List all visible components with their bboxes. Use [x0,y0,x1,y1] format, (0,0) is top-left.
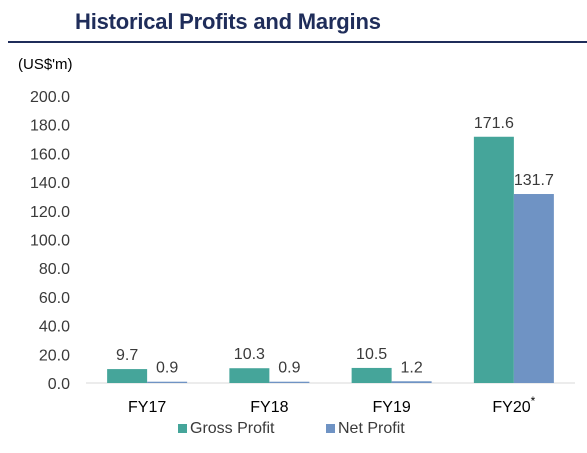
y-tick-label: 20.0 [39,347,70,364]
net-profit-data-label: 131.7 [514,172,554,189]
y-tick-label: 40.0 [39,319,70,336]
gross-profit-bar-fy18 [229,368,270,383]
net-profit-data-label: 1.2 [401,359,423,376]
y-tick-label: 60.0 [39,290,70,307]
gross-profit-data-label: 10.3 [234,346,265,363]
legend-label-gross-profit: Gross Profit [190,420,275,437]
gross-profit-bar-fy17 [107,369,148,383]
net-profit-bar-fy17 [147,381,188,383]
legend-swatch-net-profit [326,424,335,433]
legend-swatch-gross-profit [178,424,187,433]
x-category-label: FY17 [128,399,166,416]
y-tick-label: 160.0 [30,146,70,163]
gross-profit-data-label: 171.6 [474,115,514,132]
gross-profit-data-label: 9.7 [116,347,138,364]
y-axis-unit-label: (US$'m) [18,56,73,73]
net-profit-data-label: 0.9 [278,360,300,377]
x-category-label: FY20* [492,394,535,416]
y-tick-label: 120.0 [30,204,70,221]
y-tick-label: 100.0 [30,233,70,250]
net-profit-bar-fy19 [391,381,432,383]
gross-profit-bar-fy20 [473,136,514,383]
x-category-label: FY18 [250,399,288,416]
title-underline [8,41,587,43]
gross-profit-bar-fy19 [351,367,392,383]
gross-profit-data-label: 10.5 [356,346,387,363]
footnote-marker: * [531,394,536,408]
y-tick-label: 80.0 [39,261,70,278]
net-profit-data-label: 0.9 [156,360,178,377]
y-tick-label: 200.0 [30,89,70,106]
net-profit-bar-fy18 [269,381,310,383]
y-tick-label: 0.0 [48,376,70,393]
y-tick-label: 140.0 [30,175,70,192]
chart-title: Historical Profits and Margins [75,9,381,34]
x-category-label: FY19 [373,399,411,416]
net-profit-bar-fy20 [513,194,554,383]
y-tick-label: 180.0 [30,118,70,135]
legend-label-net-profit: Net Profit [338,420,405,437]
